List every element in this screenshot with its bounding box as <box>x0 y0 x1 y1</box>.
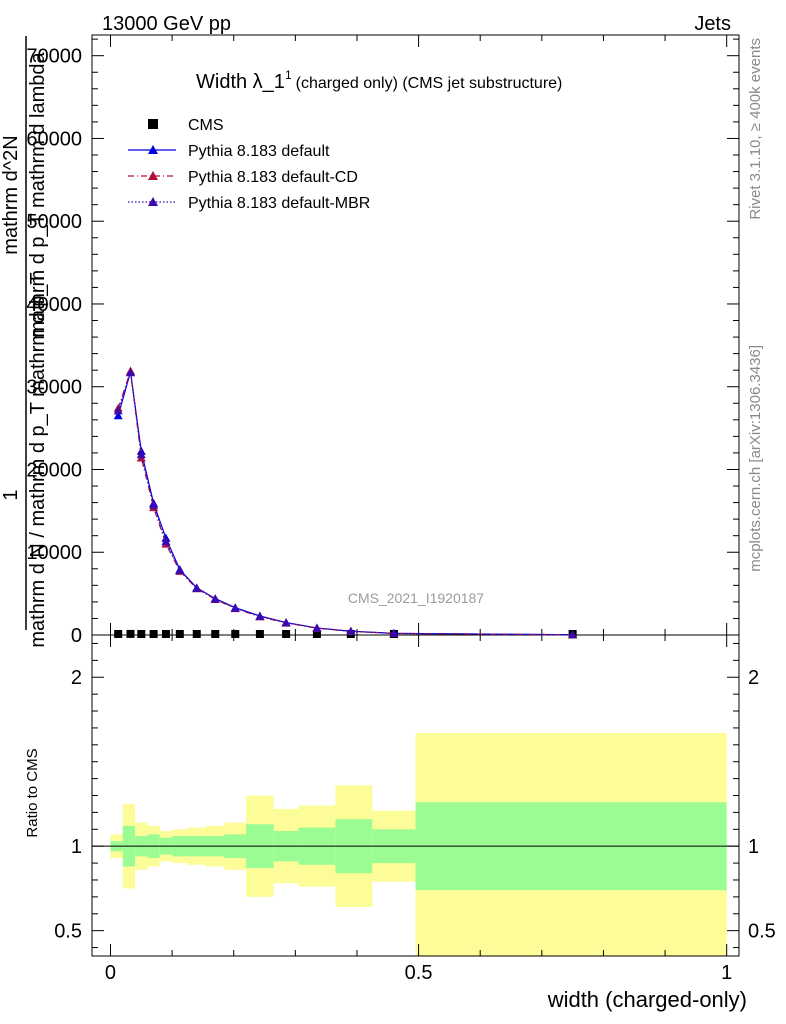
series-line <box>117 372 573 636</box>
ylabel-denominator: mathrm d N / mathrm d p_T mathrm d p_T <box>27 272 49 647</box>
upper-y-tick-label: 10000 <box>26 542 82 564</box>
series-point <box>255 611 265 620</box>
series-line <box>117 371 573 636</box>
lower-y-tick-label: 1 <box>71 836 82 858</box>
series-point <box>113 411 123 420</box>
cms-point <box>114 630 123 638</box>
lower-y-tick-label: 2 <box>71 667 82 689</box>
series-group <box>113 366 578 639</box>
mcplots-info: mcplots.cern.ch [arXiv:1306.3436] <box>747 345 764 572</box>
cms-point <box>175 630 184 638</box>
legend-marker <box>148 119 158 129</box>
legend-marker <box>148 145 158 154</box>
cms-point <box>149 630 158 638</box>
upper-y-tick-label: 20000 <box>26 459 82 481</box>
series-point <box>136 450 146 459</box>
upper-y-tick-label: 50000 <box>26 211 82 233</box>
series-line <box>117 370 573 636</box>
series-point <box>389 628 399 637</box>
upper-y-tick-label: 70000 <box>26 46 82 68</box>
rivet-info: Rivet 3.1.10, ≥ 400k events <box>747 38 764 220</box>
x-axis-label: width (charged-only) <box>547 987 747 1012</box>
series-point <box>149 500 159 509</box>
chart-title: Width λ_11 (charged only) (CMS jet substr… <box>196 68 562 93</box>
lower-y-tick-label: 0.5 <box>54 921 82 943</box>
legend-label: Pythia 8.183 default-CD <box>188 169 358 186</box>
ratio-bands <box>110 732 727 956</box>
chart-title-main: Width λ_1 <box>196 71 285 93</box>
cms-point <box>255 630 264 638</box>
legend-entry-0: CMS <box>148 117 224 134</box>
upper-y-tick-label: 40000 <box>26 294 82 316</box>
cms-point <box>231 630 240 638</box>
axis-tick-labels: 0 0.5 1 0 10000 20000 30000 40000 50000 60000 7000… <box>26 46 775 984</box>
cms-point <box>161 630 170 638</box>
legend-entry-1: Pythia 8.183 default <box>128 143 330 160</box>
cms-point <box>192 630 201 638</box>
series-3 <box>113 368 578 639</box>
series-point <box>312 623 322 632</box>
upper-y-tick-label: 30000 <box>26 377 82 399</box>
series-point <box>568 630 578 639</box>
chart-subtitle: (charged only) (CMS jet substructure) <box>296 75 563 92</box>
cms-point <box>282 630 291 638</box>
series-point <box>346 626 356 635</box>
x-tick-label: 1 <box>721 962 732 984</box>
series-point <box>192 583 202 592</box>
legend-entry-2: Pythia 8.183 default-CD <box>128 169 358 186</box>
series-1 <box>113 367 578 639</box>
x-tick-label: 0 <box>105 962 116 984</box>
lower-y-tick-label-right: 0.5 <box>748 921 776 943</box>
legend-label: CMS <box>188 117 224 134</box>
series-point <box>113 406 123 415</box>
series-point <box>230 603 240 612</box>
legend-entry-3: Pythia 8.183 default-MBR <box>128 195 370 212</box>
chart-title-superscript: 1 <box>285 68 292 82</box>
series-2 <box>113 366 578 639</box>
legend-label: Pythia 8.183 default <box>188 143 330 160</box>
cms-point <box>126 629 135 638</box>
cms-point <box>211 630 220 638</box>
cms-point <box>312 630 321 638</box>
ylabel-one: 1 <box>0 489 22 500</box>
analysis-watermark: CMS_2021_I1920187 <box>348 590 484 606</box>
upper-y-axis-label: 1 mathrm d N / mathrm d p_T mathrm d p_T… <box>0 36 49 648</box>
legend-marker <box>148 171 158 180</box>
ylabel-numerator-line2: mathrm d p_T mathrm d lambda <box>27 51 49 337</box>
series-point <box>210 594 220 603</box>
legend: CMS Pythia 8.183 default Pythia 8.183 defa… <box>128 117 370 212</box>
ylabel-numerator-line1: mathrm d^2N <box>0 135 22 254</box>
series-point <box>281 618 291 627</box>
cms-point <box>137 630 146 638</box>
series-point <box>126 368 136 377</box>
legend-label: Pythia 8.183 default-MBR <box>188 195 370 212</box>
upper-y-tick-label: 60000 <box>26 128 82 150</box>
series-point <box>161 536 171 546</box>
x-tick-label: 0.5 <box>405 962 433 984</box>
lower-y-axis-label: Ratio to CMS <box>24 748 41 837</box>
lower-y-tick-label-right: 1 <box>748 836 759 858</box>
header-right: Jets <box>694 13 731 35</box>
upper-y-tick-label: 0 <box>71 625 82 647</box>
legend-marker <box>148 197 158 206</box>
header-left: 13000 GeV pp <box>102 13 231 35</box>
series-point <box>175 565 185 575</box>
lower-y-tick-label-right: 2 <box>748 667 759 689</box>
